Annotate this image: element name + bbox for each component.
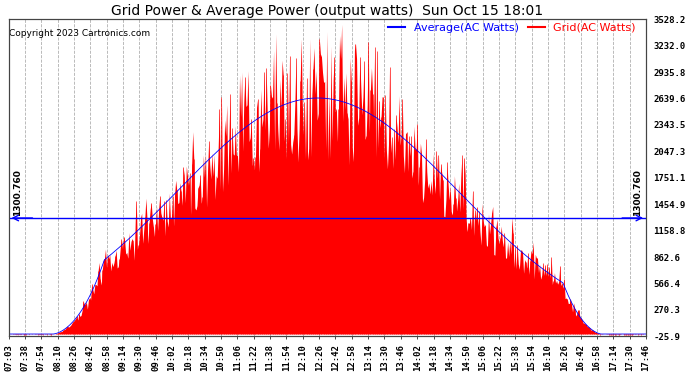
Legend: Average(AC Watts), Grid(AC Watts): Average(AC Watts), Grid(AC Watts) xyxy=(384,18,640,38)
Title: Grid Power & Average Power (output watts)  Sun Oct 15 18:01: Grid Power & Average Power (output watts… xyxy=(111,4,543,18)
Text: 1300.760: 1300.760 xyxy=(633,170,642,216)
Text: 1300.760: 1300.760 xyxy=(12,170,21,216)
Text: Copyright 2023 Cartronics.com: Copyright 2023 Cartronics.com xyxy=(9,29,150,38)
